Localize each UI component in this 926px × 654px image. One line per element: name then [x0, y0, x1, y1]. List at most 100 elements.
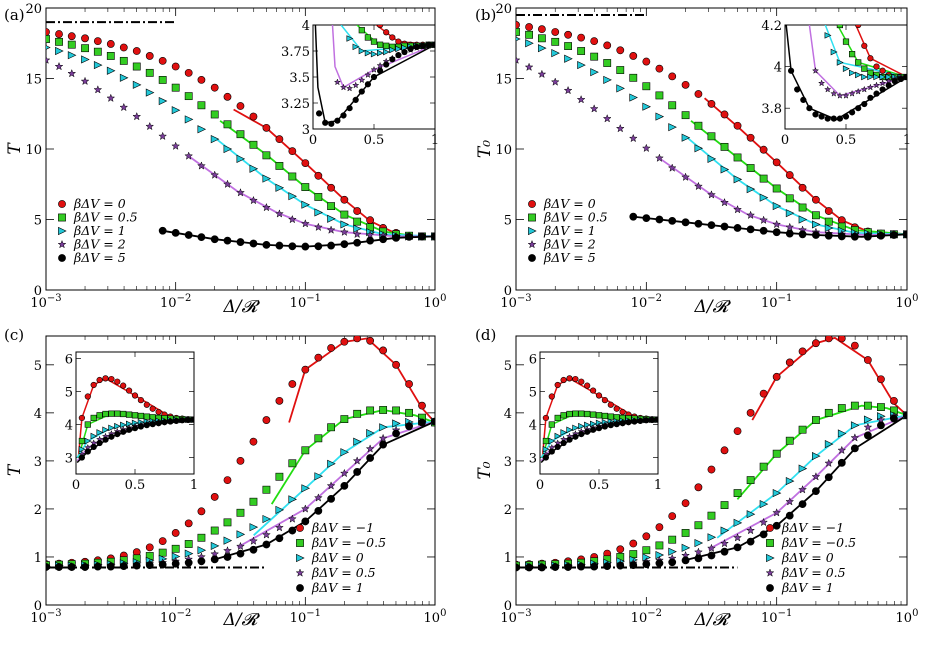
data-point [584, 428, 591, 435]
data-point [249, 523, 259, 532]
data-point [759, 193, 769, 202]
data-point [824, 207, 833, 215]
data-point [96, 412, 103, 419]
data-point [405, 380, 413, 388]
data-point [681, 218, 690, 227]
data-point [364, 34, 372, 41]
data-point [733, 427, 742, 436]
data-point [601, 397, 609, 404]
data-point [601, 423, 609, 430]
data-point [126, 387, 133, 394]
data-point [785, 171, 794, 179]
data-point [413, 43, 420, 50]
data-point [850, 232, 859, 241]
data-point [642, 560, 651, 569]
y-tick-label: 10 [495, 143, 512, 158]
data-point [655, 559, 664, 568]
data-point [327, 202, 335, 211]
data-point [161, 419, 168, 426]
data-point [313, 493, 323, 502]
data-point [288, 380, 297, 388]
series-circle [158, 226, 435, 251]
data-point [365, 230, 375, 239]
data-point [108, 433, 115, 440]
data-point [668, 123, 677, 132]
data-point [560, 376, 567, 384]
data-point [542, 414, 550, 422]
inset-x-tick-label: 0.5 [589, 478, 610, 493]
data-point [525, 39, 534, 48]
data-point [132, 561, 141, 570]
data-point [210, 135, 220, 144]
data-point [842, 38, 850, 45]
data-point [528, 254, 536, 262]
data-point [249, 140, 258, 149]
data-point [625, 419, 632, 426]
data-point [613, 421, 620, 428]
data-point [236, 508, 245, 517]
data-point [366, 216, 375, 225]
data-point [366, 336, 375, 345]
data-point [106, 93, 116, 103]
data-point [143, 413, 150, 420]
data-point [236, 102, 245, 110]
fit-curve [211, 420, 435, 562]
data-point [694, 90, 703, 98]
inset-d: 0 0.5 1 3 4 5 6 [529, 351, 662, 493]
y-axis-label: T₀ [475, 461, 495, 479]
data-point [655, 541, 664, 550]
data-point [249, 112, 258, 121]
data-point [694, 521, 703, 530]
data-point [629, 212, 638, 221]
inset-data-area [76, 375, 194, 464]
data-point [190, 416, 194, 423]
data-point [798, 215, 808, 224]
data-point [288, 242, 297, 251]
data-point [418, 418, 426, 427]
data-point [525, 23, 533, 31]
data-point [210, 526, 219, 535]
data-point [878, 79, 887, 87]
data-point [842, 91, 850, 99]
data-point [93, 562, 102, 571]
data-point [548, 393, 555, 400]
series-circle [629, 212, 907, 241]
legend-label: βΔV = −1 [781, 520, 844, 535]
data-point [275, 505, 285, 514]
data-point [236, 456, 245, 465]
data-point [613, 405, 620, 412]
data-point [96, 439, 103, 447]
data-point [798, 203, 807, 212]
data-point [850, 433, 860, 442]
data-point [746, 408, 755, 417]
legend-label: βΔV = 0.5 [543, 210, 608, 225]
data-point [694, 121, 703, 130]
data-point [132, 111, 142, 121]
data-point [249, 164, 259, 173]
data-point [566, 436, 573, 443]
data-point [93, 37, 102, 46]
data-point [589, 387, 597, 394]
data-point [301, 200, 310, 209]
data-point [830, 115, 837, 122]
data-point [137, 412, 145, 420]
data-point [655, 215, 664, 224]
data-point [114, 422, 122, 430]
data-point [143, 422, 150, 429]
data-point [759, 145, 768, 154]
data-point [572, 433, 579, 440]
data-point [197, 533, 206, 542]
data-point [96, 429, 104, 436]
data-point [327, 183, 335, 192]
data-point [389, 46, 397, 54]
data-point [733, 533, 743, 542]
data-area [46, 21, 435, 251]
data-point [759, 174, 768, 183]
data-point [655, 64, 664, 73]
data-point [248, 536, 258, 545]
data-point [694, 554, 703, 563]
data-point [96, 376, 103, 384]
